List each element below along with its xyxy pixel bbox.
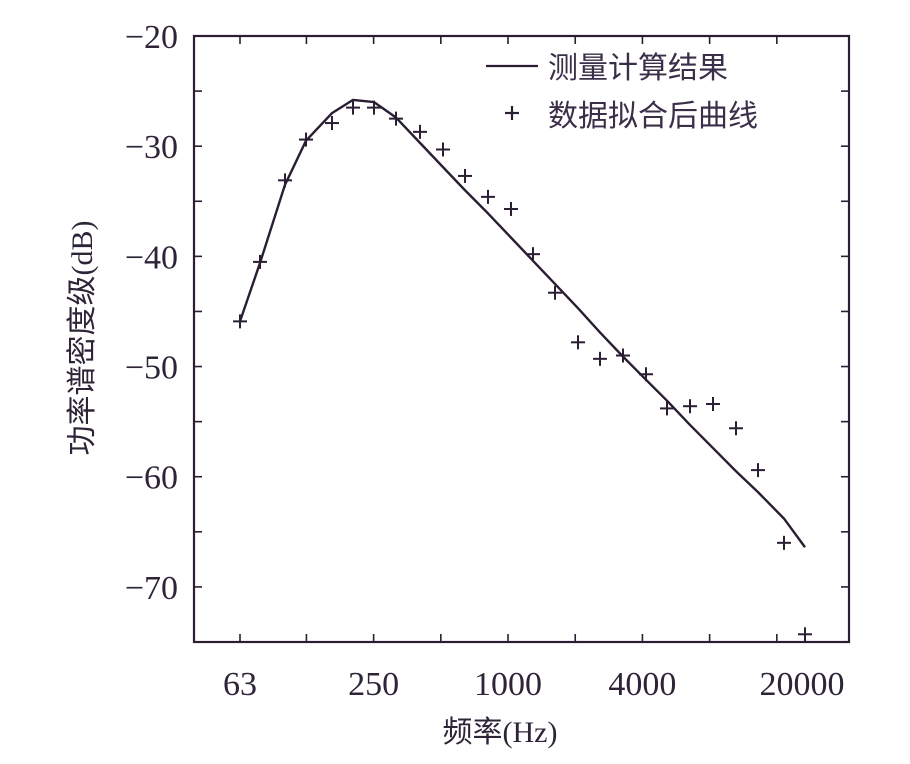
measured-line [238,98,806,548]
x-axis-title: 频率(Hz) [443,716,558,749]
legend-label-fitted: 数据拟合后曲线 [548,100,758,133]
plus-marker [481,189,495,204]
plus-marker [504,201,518,216]
plus-marker [278,173,292,188]
x-tick-label: 20000 [760,666,845,703]
y-tick-label: −30 [125,129,178,166]
plus-marker [616,348,630,363]
plus-marker [367,100,381,115]
plus-marker [593,351,607,366]
plus-marker [660,401,674,416]
y-axis-ticks [194,35,849,588]
plus-marker [548,285,562,300]
x-axis-tick-labels: 63 250 1000 4000 20000 [223,666,845,703]
plus-marker [729,421,743,436]
plus-marker [571,335,585,350]
x-tick-label: 4000 [608,666,676,703]
plus-marker [325,116,339,131]
legend-plus-icon [505,106,519,120]
legend: 测量计算结果 数据拟合后曲线 [486,52,758,133]
y-tick-label: −40 [125,239,178,276]
y-tick-label: −50 [125,350,178,387]
plus-marker [436,142,450,157]
plus-marker [389,111,403,126]
plus-marker [798,627,812,642]
series-measured-line [238,98,806,548]
plot-frame [192,34,851,644]
series-fitted-markers [233,100,812,642]
plus-marker [299,132,313,147]
y-axis-tick-labels: −20 −30 −40 −50 −60 −70 [125,19,178,607]
plus-marker [706,397,720,412]
plus-marker [683,399,697,414]
plus-marker [458,168,472,183]
plus-marker [346,100,360,115]
y-tick-label: −20 [125,19,178,56]
legend-label-measured: 测量计算结果 [548,52,728,85]
y-axis-title: 功率谱密度级(dB) [66,221,99,456]
x-tick-label: 63 [223,666,257,703]
x-axis-ticks [239,36,778,642]
plus-marker [777,535,791,550]
plus-marker [413,124,427,139]
plus-marker [751,463,765,478]
plus-marker [253,254,267,269]
plus-marker [639,367,653,382]
plot-border [192,34,851,644]
plus-marker [233,314,247,329]
x-tick-label: 1000 [474,666,542,703]
x-tick-label: 250 [348,666,399,703]
y-tick-label: −70 [125,570,178,607]
plus-marker [526,247,540,262]
y-tick-label: −60 [125,460,178,497]
